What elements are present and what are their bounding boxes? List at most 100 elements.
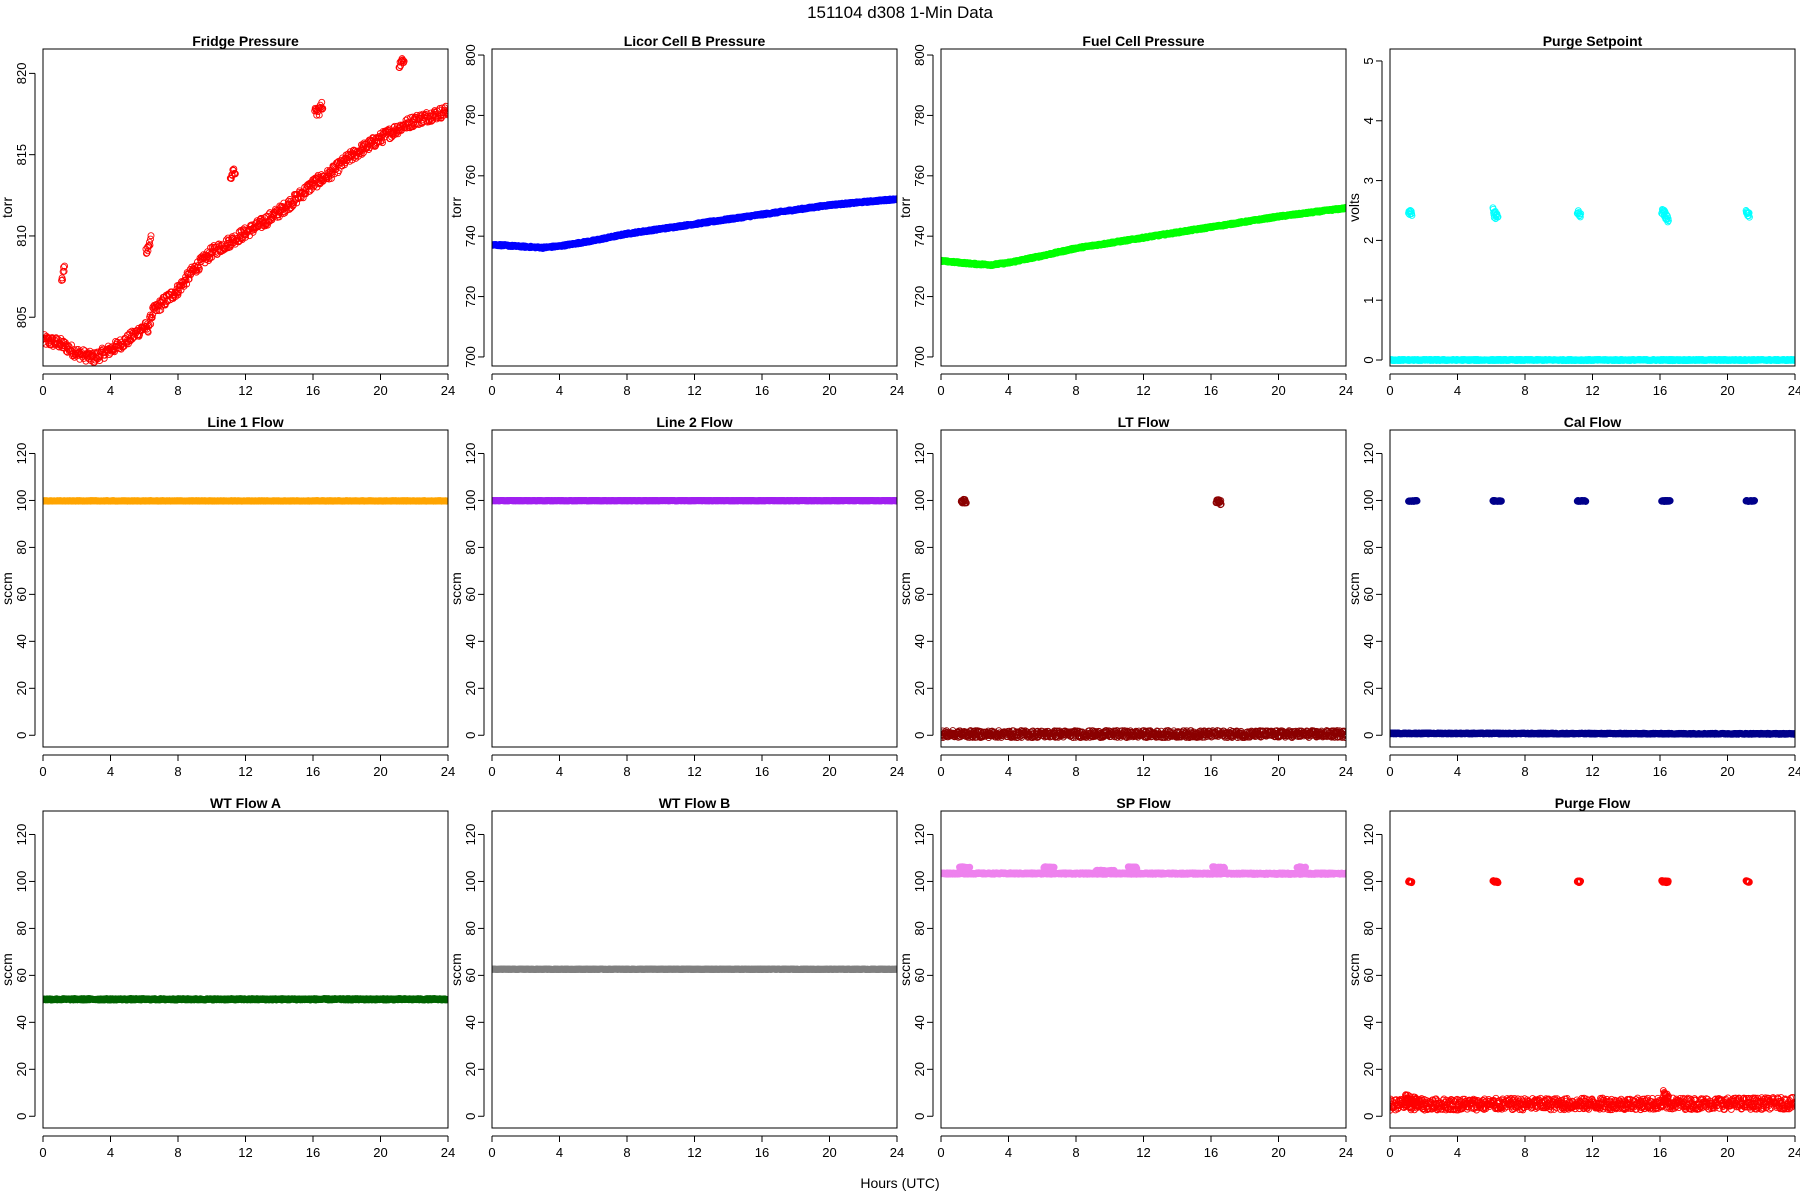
data-point xyxy=(442,108,448,116)
x-tick-label: 4 xyxy=(1005,383,1012,398)
data-point xyxy=(96,357,104,364)
x-tick-label: 20 xyxy=(822,383,836,398)
data-point xyxy=(119,343,127,351)
data-series xyxy=(492,496,897,505)
x-axis: 0 4 8 12 16 20 24 xyxy=(39,754,455,779)
data-point xyxy=(174,291,182,299)
data-point xyxy=(1745,209,1753,217)
x-tick-label: 24 xyxy=(890,383,904,398)
x-tick-label: 4 xyxy=(107,383,114,398)
y-tick-label: 700 xyxy=(912,346,927,368)
x-tick-label: 16 xyxy=(755,383,769,398)
data-point xyxy=(231,170,239,178)
panel-title: Line 1 Flow xyxy=(207,414,283,430)
data-point xyxy=(263,221,271,229)
figure-title: 151104 d308 1-Min Data xyxy=(807,3,993,22)
data-point xyxy=(1791,356,1795,364)
plot-frame xyxy=(1389,48,1796,367)
data-point xyxy=(59,276,67,284)
data-point xyxy=(443,107,448,115)
data-point xyxy=(310,183,317,191)
data-point xyxy=(145,242,153,250)
y-tick-label: 1 xyxy=(1361,297,1376,304)
data-point xyxy=(313,111,321,119)
data-point xyxy=(146,238,153,246)
y-tick-label: 760 xyxy=(912,165,927,187)
x-tick-label: 4 xyxy=(1454,383,1461,398)
plot-frame xyxy=(491,48,898,367)
data-series xyxy=(43,497,448,505)
x-tick-label: 0 xyxy=(1386,383,1393,398)
y-tick-label: 0 xyxy=(14,732,29,739)
x-tick-label: 0 xyxy=(488,764,495,779)
data-point xyxy=(201,259,209,267)
data-point xyxy=(147,232,155,240)
y-tick-label: 760 xyxy=(463,165,478,187)
y-tick-label: 800 xyxy=(463,44,478,66)
data-point xyxy=(306,187,314,195)
x-tick-label: 12 xyxy=(1136,383,1150,398)
x-tick-label: 8 xyxy=(1521,383,1528,398)
x-tick-label: 20 xyxy=(1720,383,1734,398)
data-point xyxy=(60,267,68,275)
data-point xyxy=(136,331,143,339)
y-tick-label: 815 xyxy=(14,144,29,166)
data-point xyxy=(1745,213,1753,221)
data-series xyxy=(492,195,897,252)
x-tick-label: 16 xyxy=(1204,383,1218,398)
data-point xyxy=(1576,213,1584,221)
x-tick-label: 16 xyxy=(1653,383,1667,398)
data-point xyxy=(444,497,448,505)
data-point xyxy=(227,175,235,182)
y-tick-label: 3 xyxy=(1361,177,1376,184)
x-axis: 0 4 8 12 16 20 24 xyxy=(488,754,904,779)
y-tick-label: 740 xyxy=(912,225,927,247)
y-tick-label: 20 xyxy=(14,681,29,695)
x-axis: 0 4 8 12 16 20 24 xyxy=(937,373,1353,398)
y-tick-label: 40 xyxy=(463,634,478,648)
y-axis-label: torr xyxy=(897,197,913,218)
data-point xyxy=(157,306,165,314)
x-tick-label: 16 xyxy=(306,764,320,779)
y-axis-label: torr xyxy=(448,197,464,218)
x-tick-label: 8 xyxy=(623,383,630,398)
x-tick-label: 24 xyxy=(441,764,455,779)
y-tick-label: 800 xyxy=(912,44,927,66)
x-tick-label: 12 xyxy=(1585,383,1599,398)
x-tick-label: 0 xyxy=(39,764,46,779)
y-tick-label: 80 xyxy=(463,540,478,554)
plot-frame xyxy=(940,48,1347,367)
data-point xyxy=(1408,212,1416,219)
data-point xyxy=(315,111,323,119)
x-tick-label: 4 xyxy=(556,383,563,398)
data-point xyxy=(100,354,108,362)
x-tick-label: 12 xyxy=(687,764,701,779)
x-tick-label: 16 xyxy=(755,764,769,779)
y-tick-label: 720 xyxy=(463,286,478,308)
y-tick-label: 40 xyxy=(14,634,29,648)
x-tick-label: 4 xyxy=(107,764,114,779)
x-tick-label: 12 xyxy=(238,383,252,398)
data-point xyxy=(285,205,293,213)
x-tick-label: 24 xyxy=(1339,383,1353,398)
data-point xyxy=(282,207,290,215)
y-axis-label: sccm xyxy=(448,572,464,605)
x-tick-label: 8 xyxy=(1072,383,1079,398)
panel-title: Fuel Cell Pressure xyxy=(1082,33,1204,49)
panel-title: Fridge Pressure xyxy=(192,33,299,49)
x-tick-label: 12 xyxy=(687,383,701,398)
x-tick-label: 20 xyxy=(1271,383,1285,398)
y-tick-label: 2 xyxy=(1361,237,1376,244)
y-axis-label: torr xyxy=(0,197,15,218)
y-tick-label: 60 xyxy=(463,587,478,601)
data-point xyxy=(1407,207,1415,215)
x-tick-label: 0 xyxy=(937,383,944,398)
data-point xyxy=(362,145,370,153)
data-point xyxy=(147,235,154,243)
